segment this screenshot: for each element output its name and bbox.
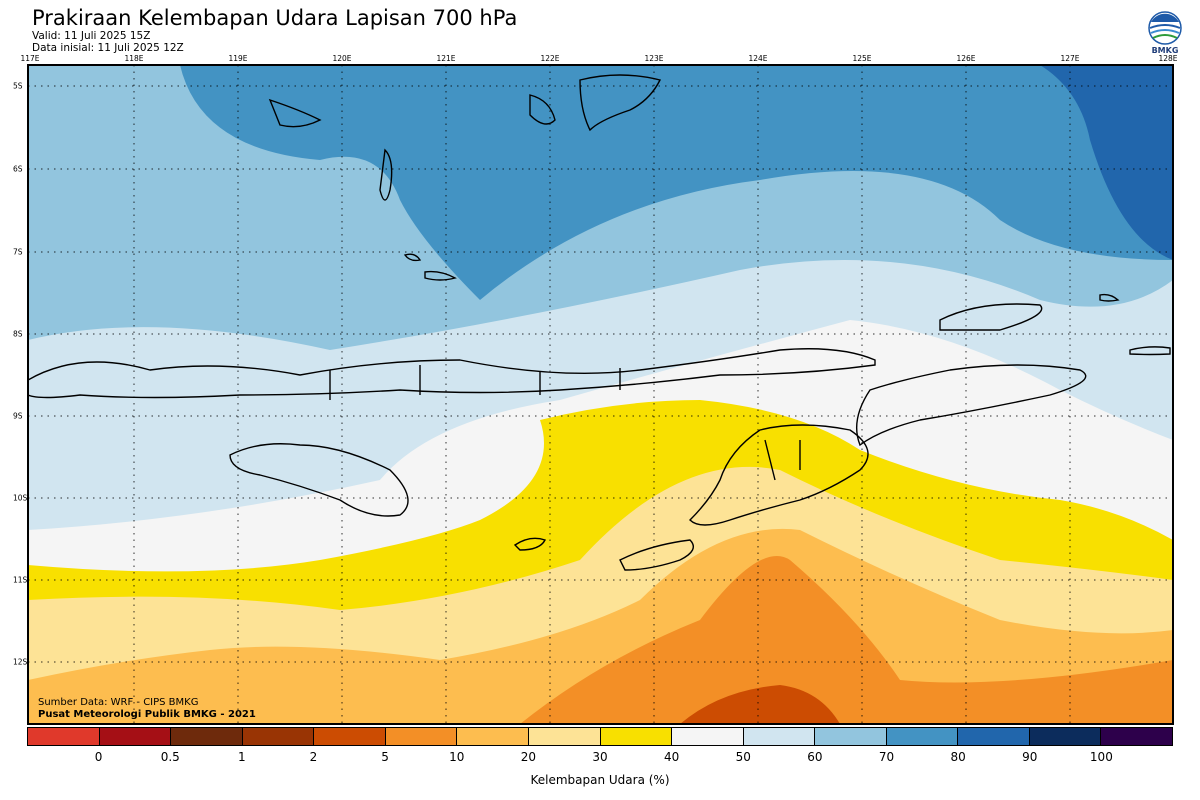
lon-label: 127E [1060, 54, 1080, 63]
map-title: Prakiraan Kelembapan Udara Lapisan 700 h… [32, 6, 518, 30]
colorbar-swatch [242, 728, 315, 745]
colorbar-swatch [528, 728, 601, 745]
colorbar-swatch [99, 728, 172, 745]
colorbar-swatch [886, 728, 959, 745]
bmkg-logo-icon [1148, 11, 1182, 45]
colorbar-swatch [815, 728, 887, 745]
bmkg-logo-text: BMKG [1151, 46, 1179, 55]
colorbar-tick-label: 0 [94, 750, 103, 764]
colorbar-tick-label: 20 [520, 750, 537, 764]
colorbar-swatch [385, 728, 458, 745]
lat-label: 8S [13, 329, 23, 339]
lat-label: 5S [13, 81, 23, 91]
colorbar-tick-label: 80 [950, 750, 966, 764]
lat-label: 6S [13, 164, 23, 174]
initial-data-time: Data inisial: 11 Juli 2025 12Z [32, 42, 184, 54]
lat-label: 9S [13, 411, 23, 421]
data-source: Sumber Data: WRF - CIPS BMKG [38, 697, 199, 708]
lat-label: 10S [13, 493, 28, 503]
colorbar-tick-label: 50 [735, 750, 751, 764]
colorbar-swatch [314, 728, 386, 745]
colorbar-tick-label: 60 [807, 750, 823, 764]
colorbar-tick-label: 2 [309, 750, 318, 764]
colorbar-tick-label: 0.5 [160, 750, 180, 764]
colorbar-swatch [672, 728, 744, 745]
lon-label: 117E [20, 54, 40, 63]
lon-label: 122E [540, 54, 560, 63]
colorbar-tick-label: 30 [592, 750, 608, 764]
colorbar-swatch [958, 728, 1030, 745]
colorbar-tick-label: 100 [1089, 750, 1113, 764]
colorbar-swatch [1029, 728, 1102, 745]
lon-label: 128E [1158, 54, 1178, 63]
lon-label: 124E [748, 54, 768, 63]
colorbar-tick-label: 90 [1022, 750, 1038, 764]
colorbar-swatch [743, 728, 816, 745]
lon-label: 121E [436, 54, 456, 63]
colorbar-tick-label: 40 [663, 750, 680, 764]
colorbar-label: Kelembapan Udara (%) [530, 773, 670, 787]
lon-label: 126E [956, 54, 976, 63]
lat-label: 11S [13, 575, 28, 585]
valid-time: Valid: 11 Juli 2025 15Z [32, 30, 151, 42]
lon-label: 125E [852, 54, 872, 63]
lon-label: 119E [228, 54, 248, 63]
colorbar-swatch [457, 728, 529, 745]
publisher: Pusat Meteorologi Publik BMKG - 2021 [38, 709, 256, 720]
lon-label: 118E [124, 54, 144, 63]
colorbar-swatch [600, 728, 673, 745]
lon-label: 120E [332, 54, 352, 63]
colorbar-swatch [171, 728, 243, 745]
colorbar-tick-label: 5 [381, 750, 389, 764]
colorbar [27, 727, 1173, 746]
colorbar-swatch [28, 728, 100, 745]
map-frame [27, 64, 1174, 725]
colorbar-tick-label: 70 [878, 750, 895, 764]
colorbar-tick-label: 1 [238, 750, 246, 764]
colorbar-swatch [1101, 728, 1172, 745]
lat-label: 12S [13, 657, 28, 667]
lon-label: 123E [644, 54, 664, 63]
lat-label: 7S [13, 247, 23, 257]
colorbar-tick-label: 10 [449, 750, 465, 764]
